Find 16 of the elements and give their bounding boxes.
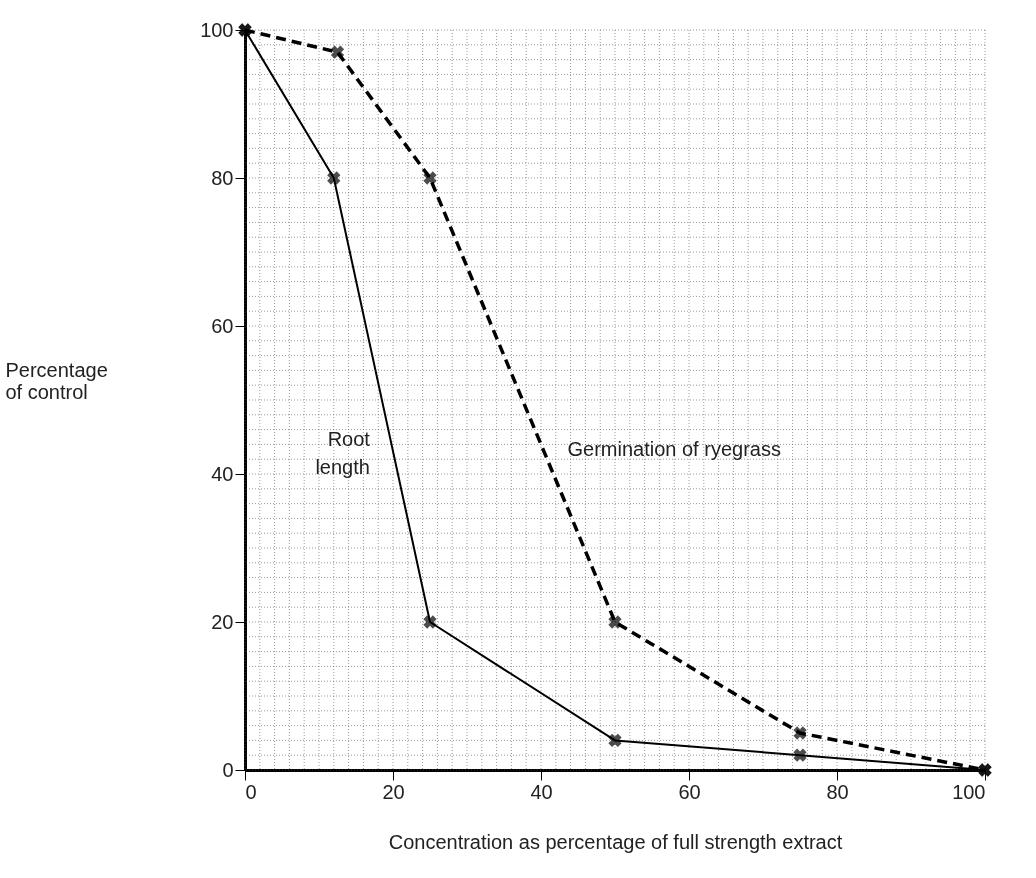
series-label: Germination of ryegrass xyxy=(567,438,781,460)
x-tick-label: 60 xyxy=(678,780,701,803)
y-axis-title: Percentage of control xyxy=(5,358,108,403)
x-tick-label: 100 xyxy=(952,780,986,803)
x-tick-label: 20 xyxy=(382,780,405,803)
y-tick-label: 0 xyxy=(222,758,234,781)
y-tick-label: 80 xyxy=(211,166,234,189)
series-label: Root length xyxy=(315,428,371,478)
x-tick-label: 40 xyxy=(530,780,553,803)
y-tick-label: 40 xyxy=(211,462,234,485)
x-tick-label: 80 xyxy=(826,780,849,803)
y-tick-label: 20 xyxy=(211,610,234,633)
y-tick-label: 60 xyxy=(211,314,234,337)
x-tick-label: 0 xyxy=(245,780,257,803)
x-axis-title: Concentration as percentage of full strength extract xyxy=(388,830,843,853)
y-tick-label: 100 xyxy=(200,18,234,41)
